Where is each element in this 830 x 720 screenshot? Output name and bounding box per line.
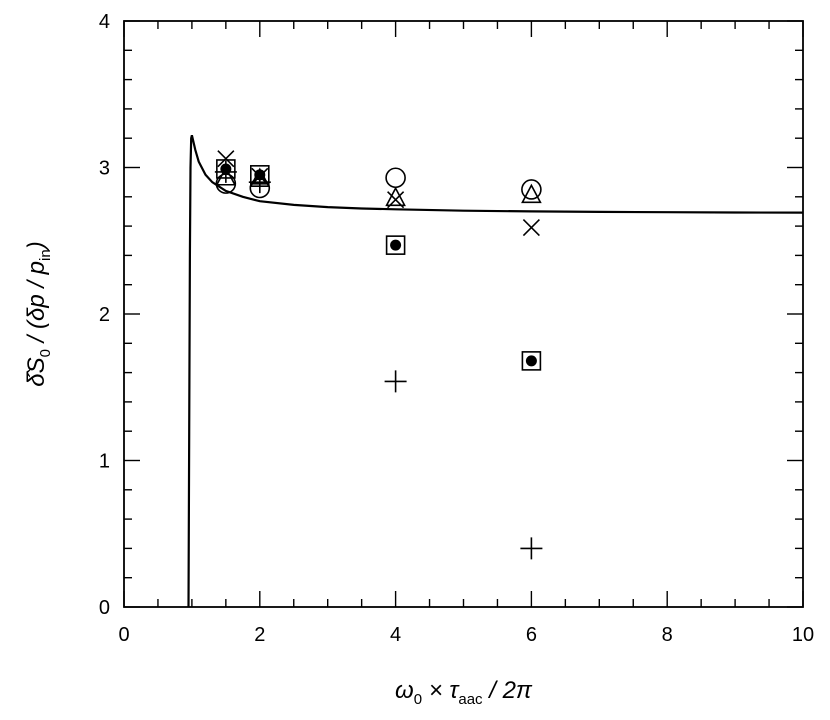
data-point-circle-filled — [254, 169, 266, 181]
x-label-omega: ω — [395, 677, 414, 704]
data-point-triangle-open — [521, 183, 542, 204]
y-label-sub-0: 0 — [37, 349, 54, 357]
data-point-triangle-open — [385, 186, 406, 207]
x-label-sub-0: 0 — [414, 691, 422, 708]
y-tick-label: 4 — [99, 11, 110, 33]
x-tick-label: 4 — [390, 624, 401, 646]
data-point-plus — [384, 370, 407, 393]
x-tick-label: 10 — [792, 624, 814, 646]
y-tick-label: 3 — [99, 158, 110, 180]
y-tick-label: 1 — [99, 451, 110, 473]
data-point-circle-filled — [220, 163, 232, 175]
y-label-dS: δ̂S — [23, 357, 50, 386]
x-axis-label: ω0 × τaac / 2π — [395, 677, 533, 708]
data-point-plus — [520, 537, 543, 560]
tick-labels: 0 2 4 6 8 10 0 1 2 3 4 — [99, 11, 814, 646]
x-tick-label: 6 — [526, 624, 537, 646]
x-label-sub-aac: aac — [458, 691, 483, 708]
x-label-times: × — [422, 677, 449, 704]
data-point-circle-filled — [525, 355, 537, 367]
y-tick-label: 0 — [99, 597, 110, 619]
x-label-over-2pi: / 2π — [483, 677, 533, 704]
data-point-square-open — [385, 235, 406, 255]
y-tick-label: 2 — [99, 304, 110, 326]
x-label-tau: τ — [449, 677, 460, 704]
data-point-circle-open — [385, 167, 406, 189]
data-point-square-open — [216, 159, 236, 179]
data-point-square-open — [250, 165, 270, 185]
model-curve — [187, 135, 804, 608]
data-point-square-open — [521, 351, 542, 371]
x-tick-label: 8 — [662, 624, 673, 646]
data-point-circle-open — [521, 179, 542, 200]
x-tick-label: 2 — [254, 624, 265, 646]
x-tick-label: 0 — [118, 624, 129, 646]
y-axis-label: δ̂S0 / (δp / pin) — [23, 241, 54, 386]
axis-ticks — [123, 20, 804, 608]
data-point-triangle-open — [215, 166, 237, 186]
data-point-circle-filled — [390, 239, 402, 251]
plot-frame — [123, 20, 804, 608]
y-label-sub-in: in — [37, 249, 54, 261]
curve-layer — [187, 135, 804, 608]
y-label-ratio: / (δp / p — [23, 261, 50, 349]
data-point-cross-x — [387, 191, 405, 209]
marker-layer — [214, 150, 543, 560]
data-point-cross-x — [522, 218, 540, 237]
data-point-cross-x — [217, 150, 235, 168]
y-label-close: ) — [23, 241, 50, 252]
